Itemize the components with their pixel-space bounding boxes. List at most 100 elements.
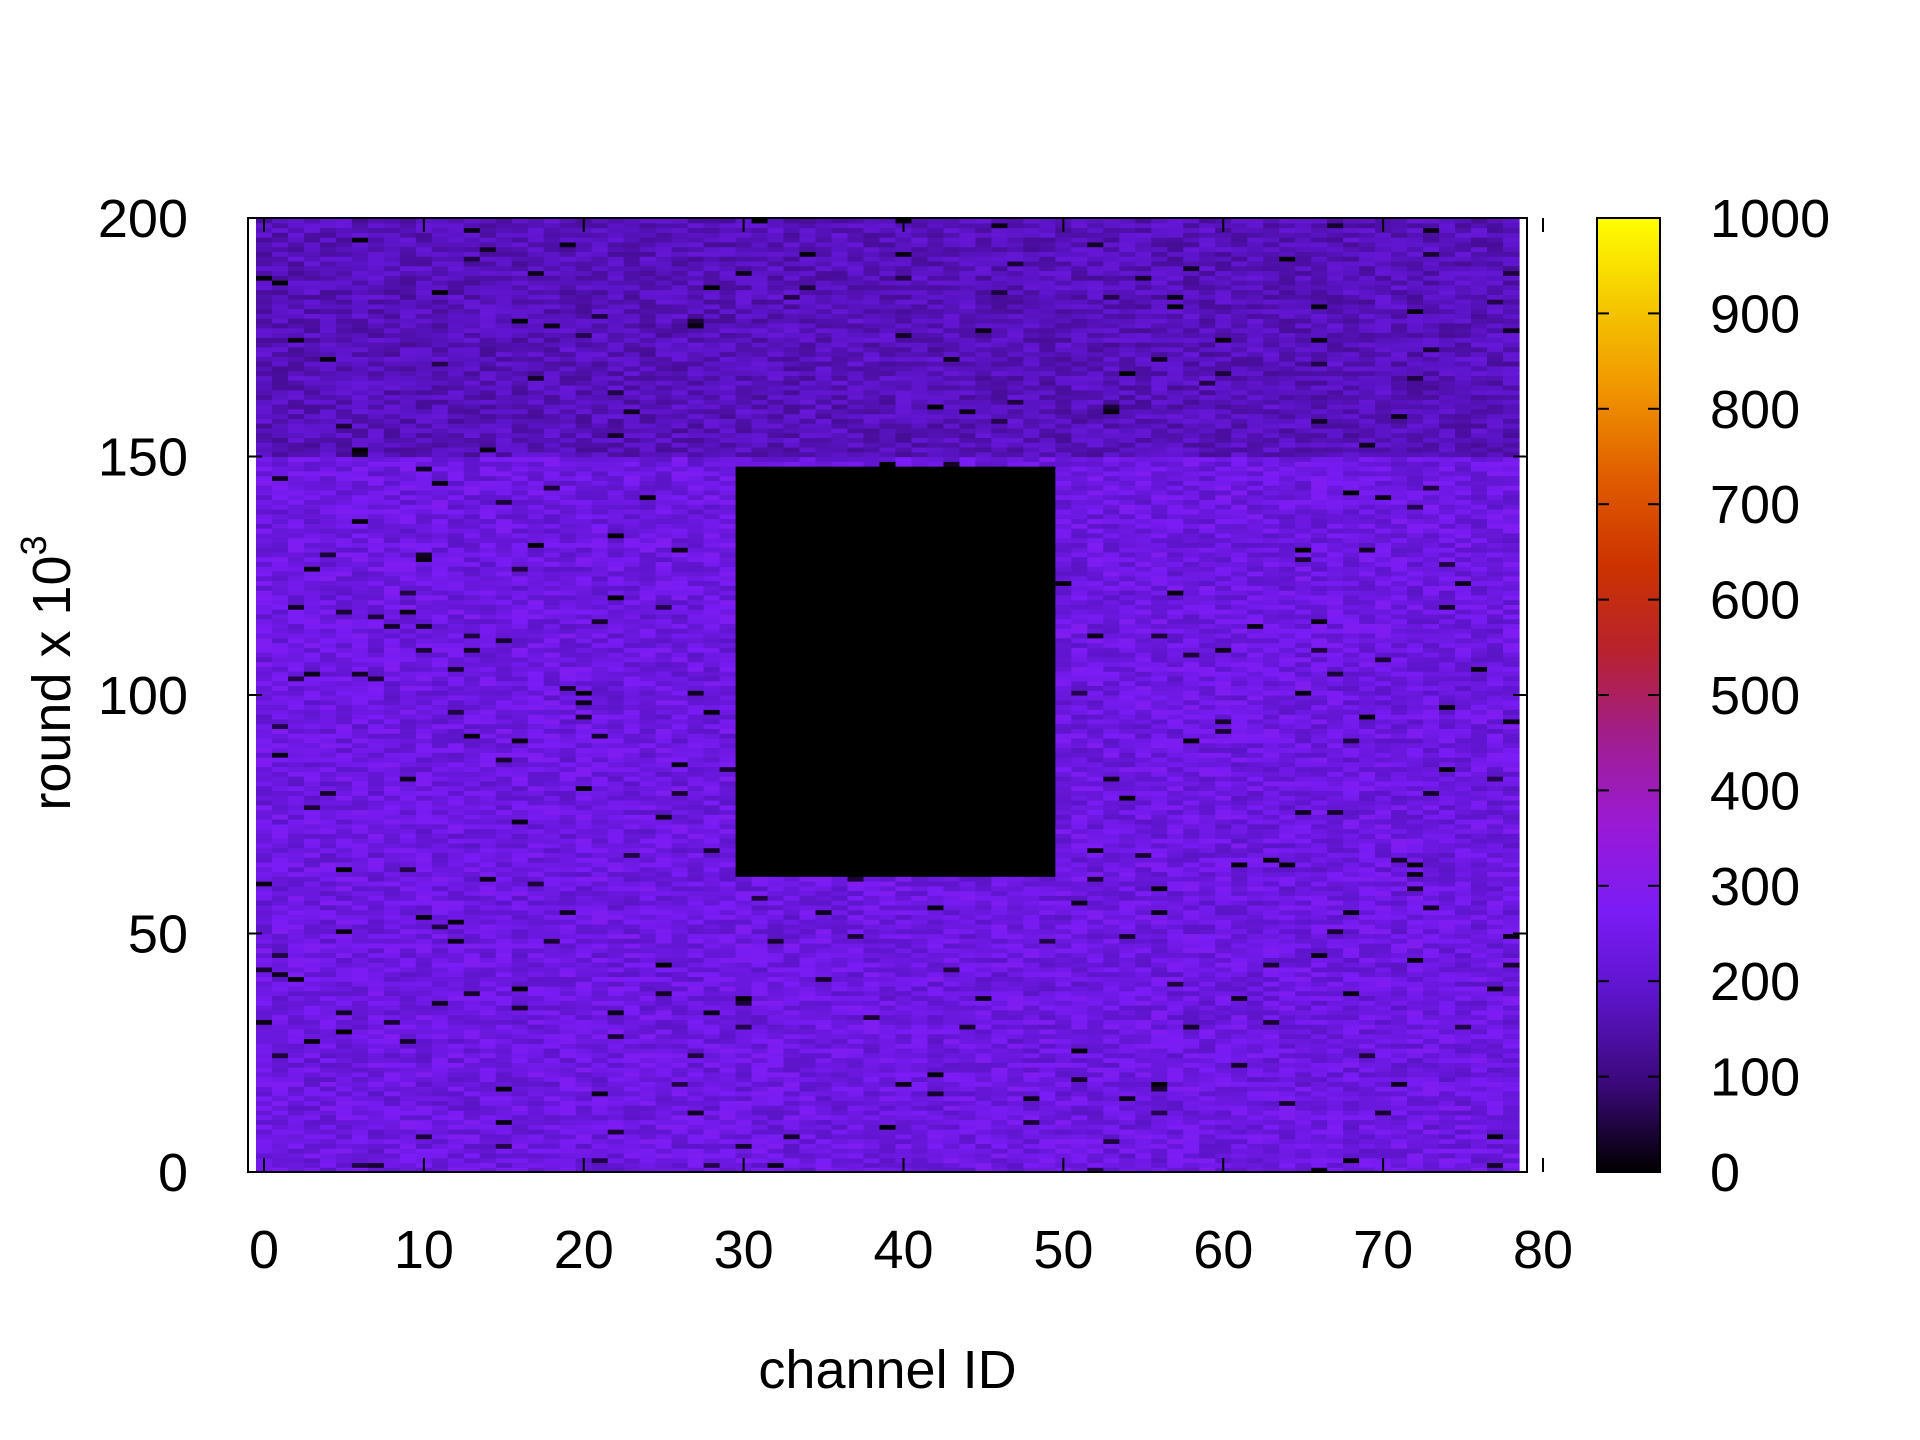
heatmap-cell <box>559 861 577 868</box>
heatmap-cell <box>367 265 385 272</box>
heatmap-cell <box>287 1028 305 1035</box>
heatmap-cell <box>335 566 353 572</box>
heatmap-cell <box>495 1109 513 1116</box>
heatmap-cell <box>591 890 609 896</box>
heatmap-cell <box>495 337 513 343</box>
heatmap-cell <box>287 232 305 238</box>
heatmap-cell <box>591 1062 609 1068</box>
heatmap-cell <box>511 733 529 739</box>
heatmap-cell <box>479 1071 497 1078</box>
heatmap-cell <box>495 532 513 539</box>
heatmap-cell <box>351 985 369 992</box>
heatmap-cell <box>351 1152 369 1159</box>
heatmap-cell <box>415 322 433 329</box>
heatmap-cell <box>623 919 641 925</box>
heatmap-cell <box>431 413 449 419</box>
heatmap-cell <box>415 413 433 419</box>
heatmap-cell <box>351 342 369 348</box>
heatmap-cell <box>431 232 449 238</box>
heatmap-cell <box>607 246 625 252</box>
heatmap-cell <box>639 437 657 443</box>
heatmap-cell <box>367 270 385 276</box>
heatmap-cell <box>607 1157 625 1164</box>
heatmap-cell <box>271 1095 289 1102</box>
heatmap-cell <box>639 966 657 973</box>
heatmap-cell <box>559 375 577 381</box>
heatmap-cell <box>351 675 369 682</box>
heatmap-cell <box>495 876 513 882</box>
heatmap-cell <box>527 728 545 734</box>
heatmap-cell <box>415 895 433 901</box>
heatmap-cell <box>351 451 369 458</box>
heatmap-cell <box>303 1162 321 1168</box>
heatmap-cell <box>447 461 465 467</box>
heatmap-cell <box>479 499 497 505</box>
heatmap-cell <box>463 227 481 233</box>
heatmap-cell <box>367 442 385 448</box>
heatmap-cell <box>639 995 657 1001</box>
heatmap-cell <box>591 289 609 295</box>
heatmap-cell <box>335 528 353 534</box>
heatmap-cell <box>543 609 561 615</box>
heatmap-cell <box>431 294 449 300</box>
heatmap-cell <box>623 370 641 377</box>
heatmap-cell <box>479 814 497 820</box>
heatmap-cell <box>367 1133 385 1140</box>
heatmap-cell <box>543 461 561 467</box>
heatmap-cell <box>559 943 577 949</box>
heatmap-cell <box>623 456 641 462</box>
heatmap-cell <box>463 838 481 844</box>
heatmap-cell <box>463 761 481 768</box>
heatmap-cell <box>447 280 465 286</box>
heatmap-cell <box>559 260 577 267</box>
heatmap-cell <box>463 446 481 453</box>
heatmap-cell <box>399 241 417 248</box>
heatmap-cell <box>511 237 529 243</box>
heatmap-cell <box>479 361 497 367</box>
heatmap-cell <box>575 990 593 997</box>
heatmap-cell <box>511 1019 529 1025</box>
heatmap-cell <box>255 280 273 286</box>
heatmap-cell <box>527 590 545 596</box>
heatmap-cell <box>559 1090 577 1097</box>
heatmap-cell <box>351 337 369 343</box>
heatmap-cell <box>575 566 593 572</box>
heatmap-cell <box>639 241 657 248</box>
heatmap-cell <box>543 1119 561 1125</box>
heatmap-cell <box>607 1114 625 1121</box>
heatmap-cell <box>511 332 529 338</box>
heatmap-cell <box>335 308 353 314</box>
heatmap-cell <box>639 1071 657 1078</box>
heatmap-cell <box>495 1105 513 1111</box>
heatmap-cell <box>591 1086 609 1092</box>
heatmap-cell <box>463 475 481 481</box>
heatmap-cell <box>415 881 433 887</box>
heatmap-cell <box>591 766 609 772</box>
heatmap-cell <box>399 699 417 706</box>
heatmap-cell <box>431 785 449 791</box>
heatmap-cell <box>431 914 449 920</box>
heatmap-cell <box>367 1033 385 1040</box>
heatmap-cell <box>351 790 369 796</box>
heatmap-cell <box>623 1000 641 1006</box>
heatmap-cell <box>639 384 657 391</box>
heatmap-cell <box>271 1047 289 1054</box>
heatmap-cell <box>591 1119 609 1125</box>
heatmap-cell <box>623 394 641 400</box>
heatmap-cell <box>511 990 529 997</box>
heatmap-cell <box>527 494 545 501</box>
heatmap-cell <box>415 675 433 682</box>
heatmap-cell <box>575 303 593 310</box>
heatmap-cell <box>287 966 305 973</box>
heatmap-cell <box>559 523 577 529</box>
heatmap-cell <box>351 284 369 291</box>
heatmap-cell <box>607 480 625 486</box>
heatmap-cell <box>527 1105 545 1111</box>
heatmap-cell <box>591 1152 609 1159</box>
heatmap-cell <box>255 618 273 625</box>
heatmap-cell <box>463 733 481 739</box>
heatmap-cell <box>623 446 641 453</box>
heatmap-cell <box>335 1043 353 1049</box>
heatmap-cell <box>463 389 481 396</box>
heatmap-cell <box>639 489 657 496</box>
